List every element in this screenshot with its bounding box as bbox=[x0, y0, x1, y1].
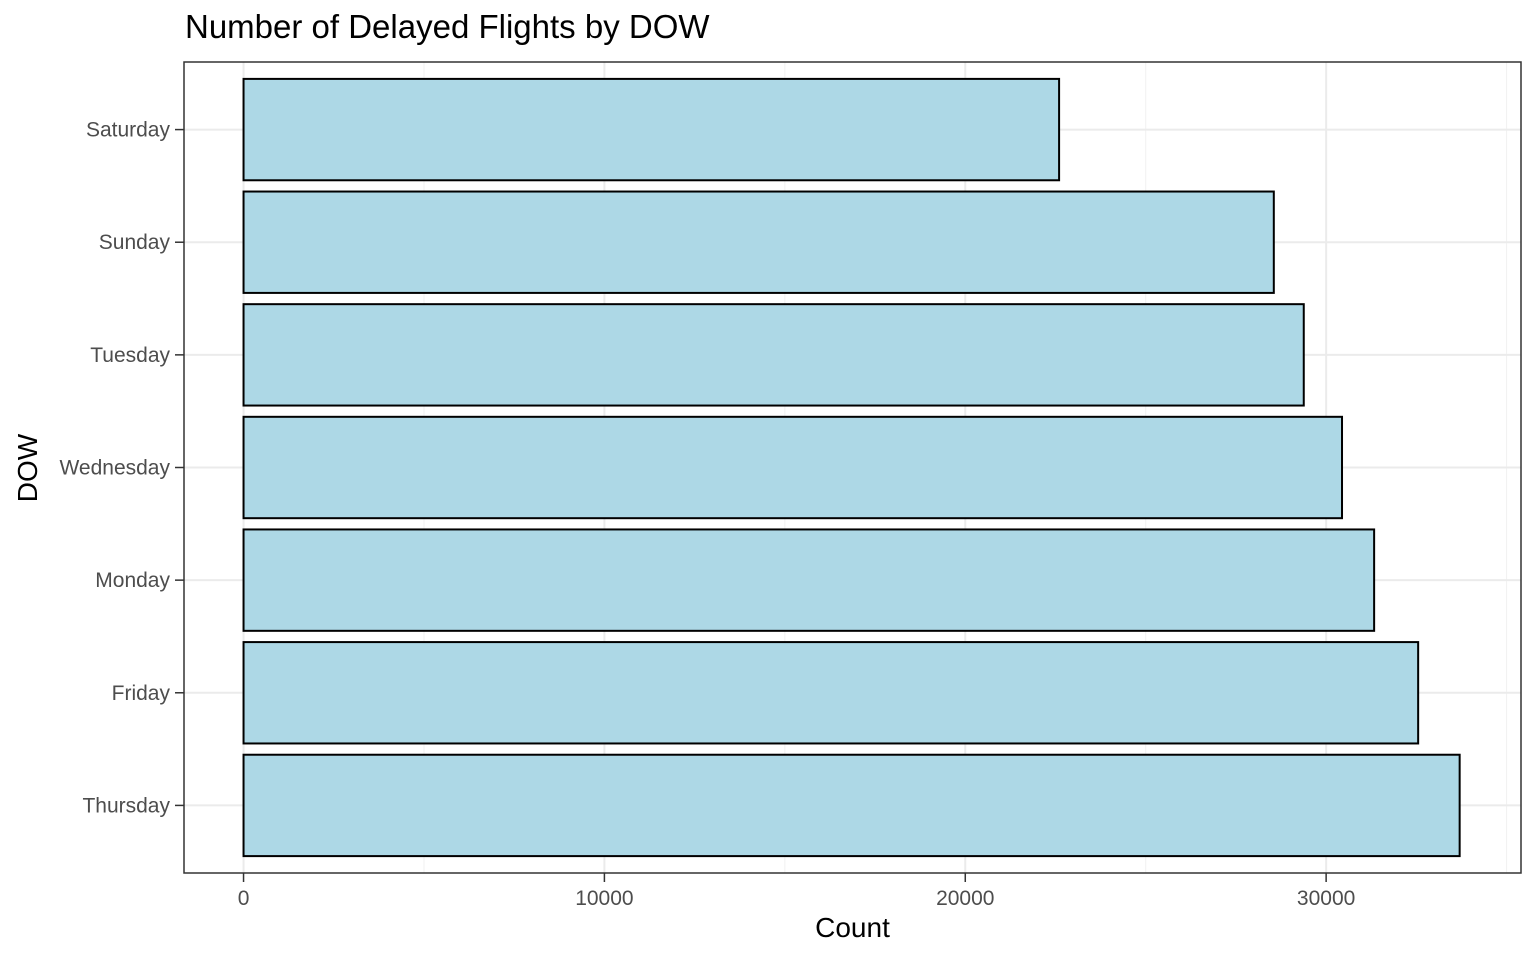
y-tick-label: Thursday bbox=[82, 794, 170, 817]
x-axis-title: Count bbox=[815, 912, 890, 943]
x-tick-label: 20000 bbox=[936, 887, 994, 910]
y-tick-label: Wednesday bbox=[59, 457, 170, 480]
bar-tuesday bbox=[242, 303, 1305, 407]
x-tick-label: 30000 bbox=[1297, 887, 1355, 910]
y-tick-label: Saturday bbox=[86, 119, 171, 142]
y-tick-label: Monday bbox=[95, 569, 170, 592]
bar-saturday bbox=[242, 77, 1061, 182]
bar-wednesday bbox=[242, 415, 1344, 520]
y-tick-label: Sunday bbox=[99, 231, 171, 254]
chart-title: Number of Delayed Flights by DOW bbox=[185, 8, 710, 45]
x-tick-label: 10000 bbox=[575, 887, 633, 910]
bar-monday bbox=[242, 528, 1376, 632]
y-axis-title: DOW bbox=[12, 433, 43, 503]
y-tick-label: Tuesday bbox=[90, 344, 170, 367]
bar-friday bbox=[242, 641, 1420, 745]
x-tick-label: 0 bbox=[238, 887, 250, 910]
bar-thursday bbox=[242, 753, 1461, 858]
bar-sunday bbox=[242, 190, 1275, 294]
y-tick-label: Friday bbox=[112, 682, 171, 705]
